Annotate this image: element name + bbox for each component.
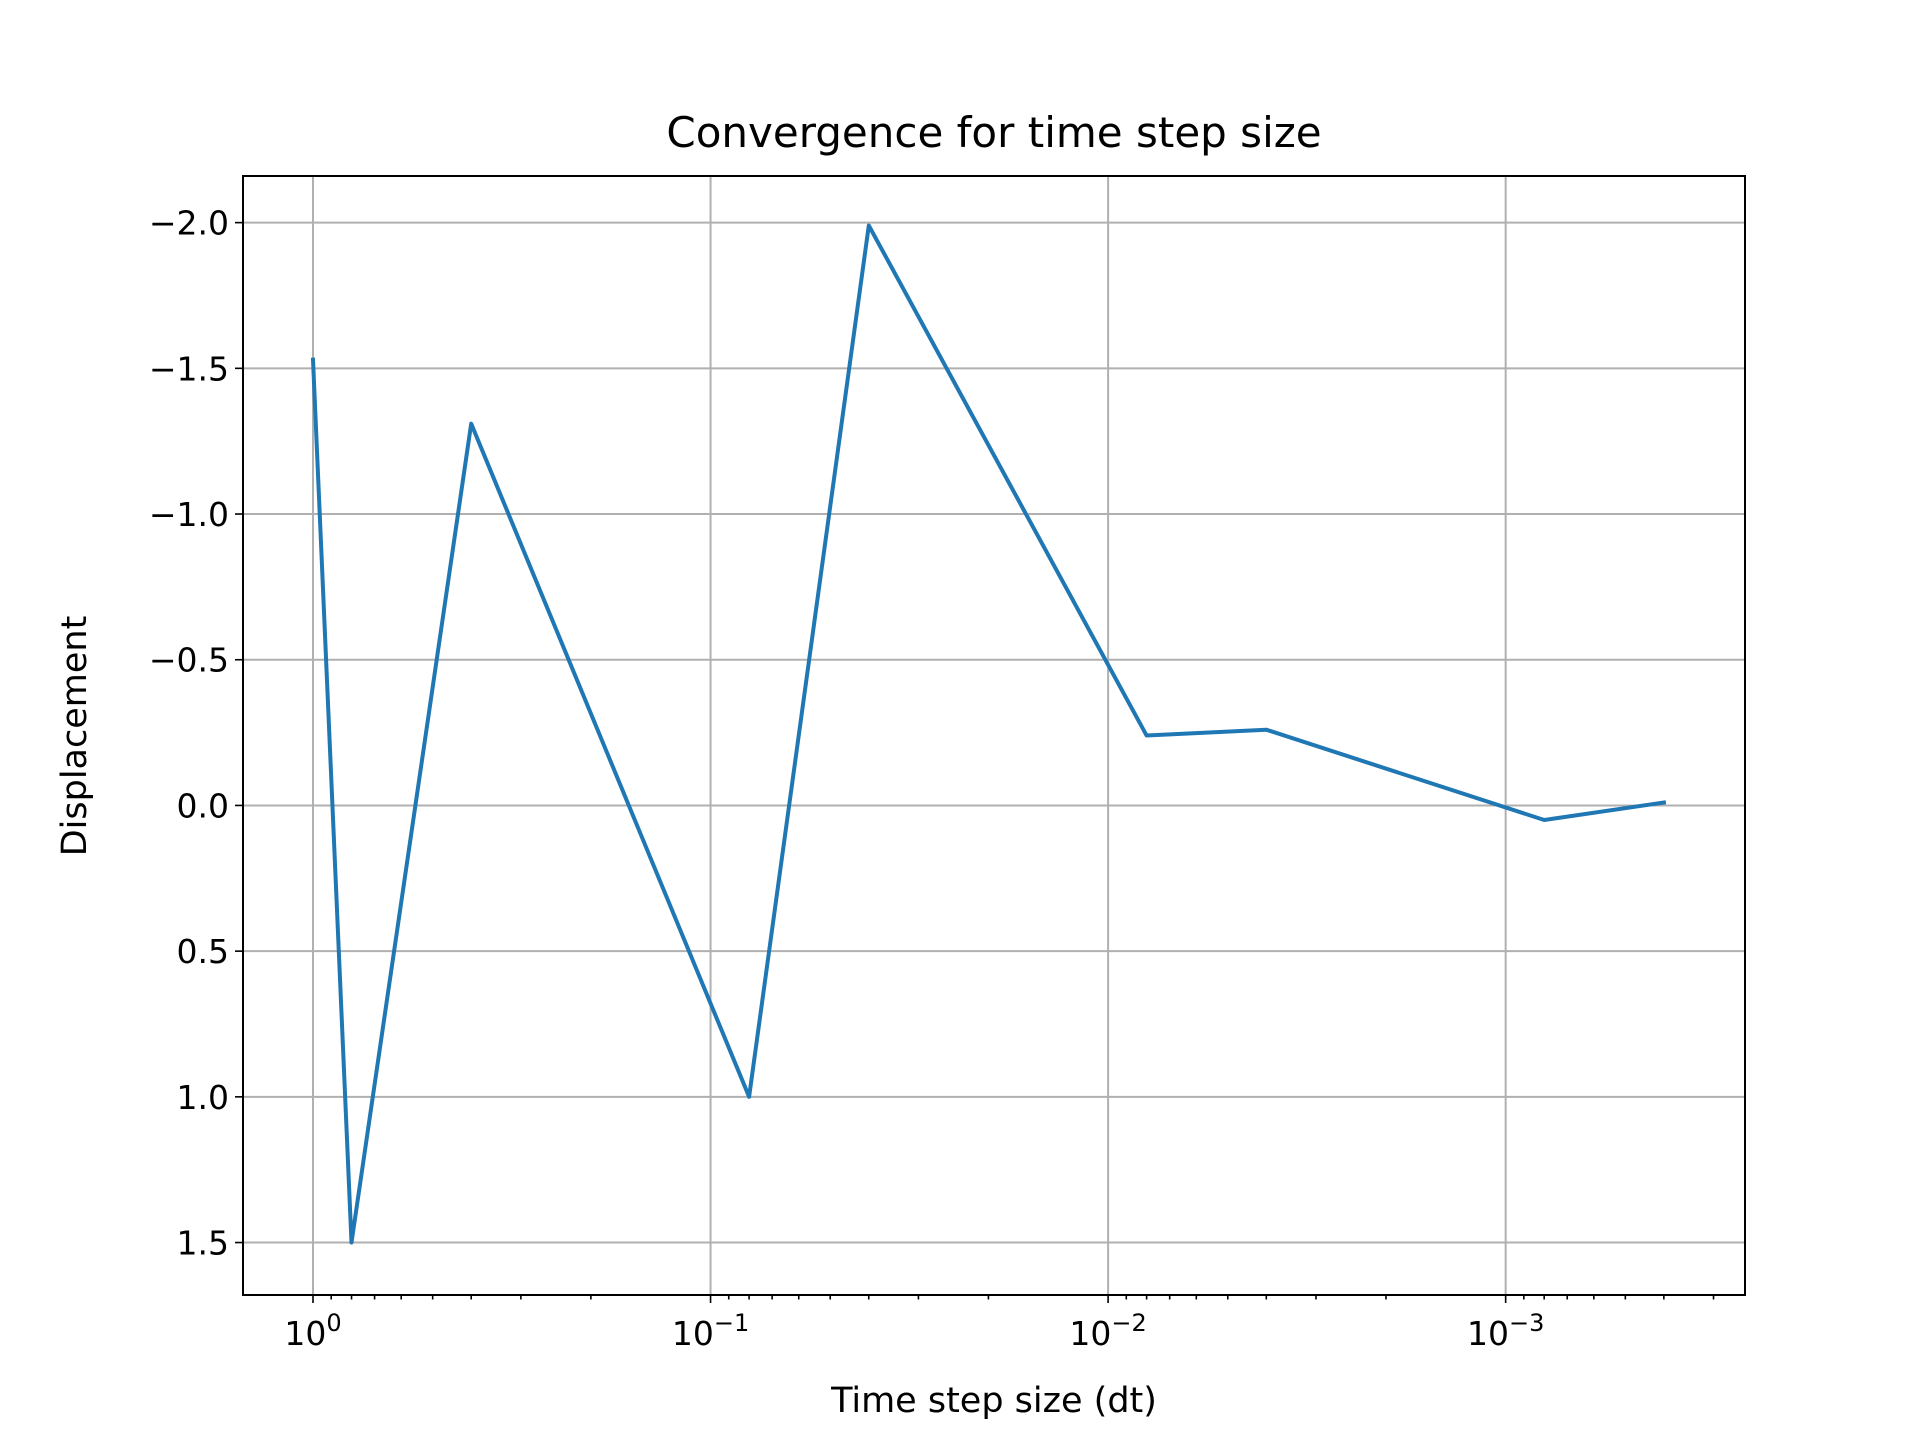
data-point <box>1145 734 1149 737</box>
x-tick-label: 100 <box>284 1309 341 1353</box>
y-tick-label: 1.5 <box>177 1224 229 1263</box>
y-tick-label: 0.5 <box>177 932 229 971</box>
chart-title: Convergence for time step size <box>666 108 1321 157</box>
x-axis-title: Time step size (dt) <box>830 1381 1157 1421</box>
grid <box>243 176 1745 1295</box>
data-point <box>1662 801 1666 805</box>
y-tick-label: −1.0 <box>149 495 229 534</box>
x-tick-label: 10−3 <box>1467 1309 1544 1353</box>
y-tick-label: 0.0 <box>177 786 229 825</box>
data-point <box>1542 818 1546 822</box>
y-axis-title: Displacement <box>55 616 95 857</box>
y-tick-label: −1.5 <box>149 349 229 388</box>
data-point <box>350 1241 354 1245</box>
data-point <box>311 358 315 362</box>
y-tick-label: −0.5 <box>149 641 229 680</box>
y-tick-label: −2.0 <box>149 204 229 243</box>
plot-frame <box>242 175 1746 1296</box>
x-tick-label: 10−1 <box>672 1309 749 1353</box>
data-point <box>867 224 871 228</box>
series-layer <box>310 223 1667 1245</box>
data-point <box>1264 728 1268 732</box>
x-tick-label: 10−2 <box>1069 1309 1146 1353</box>
y-tick-label: 1.0 <box>177 1078 229 1117</box>
ticks: −2.0 −1.5 −1.0 −0.5 0.0 0.5 1.0 1.5 100 10−1 10−2 1… <box>149 204 1715 1353</box>
data-point <box>469 422 473 426</box>
data-point <box>747 1095 751 1099</box>
